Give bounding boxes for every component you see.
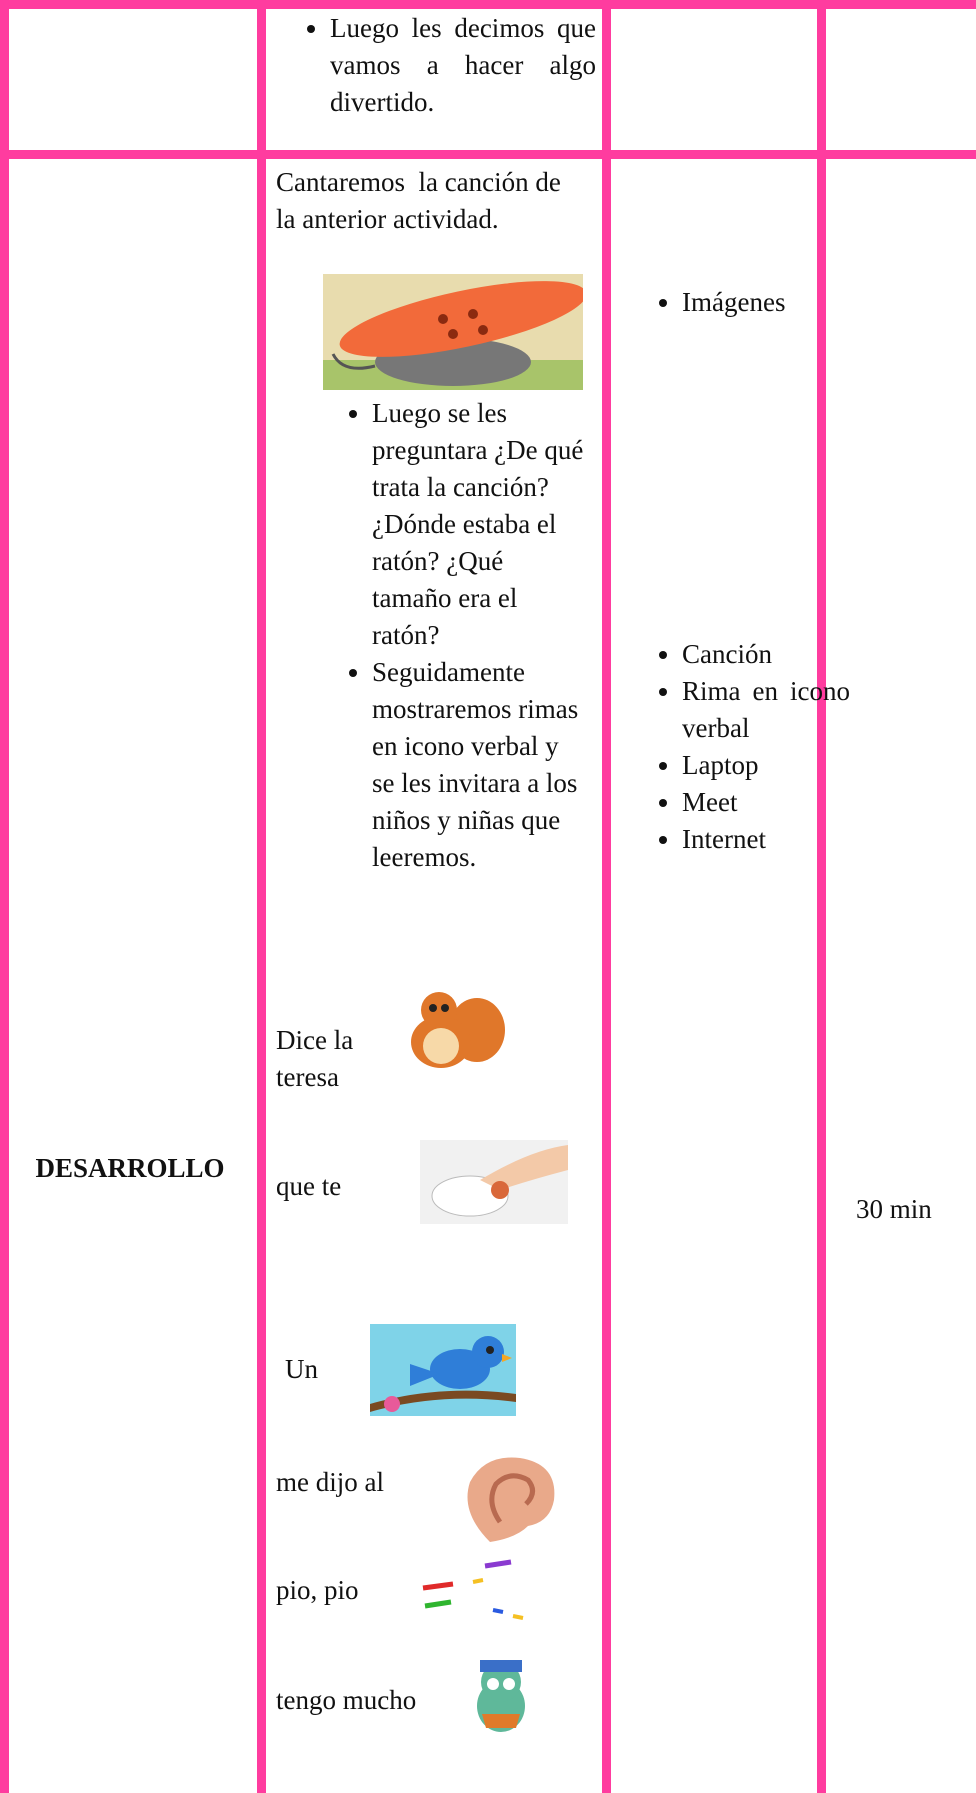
border: [0, 0, 976, 9]
resource-list: CanciónRima en icono verbalLaptopMeetInt…: [640, 636, 850, 858]
notes-image: [422, 1559, 524, 1620]
activity-item: Luego se les preguntara ¿De qué trata la…: [372, 395, 584, 654]
rhyme-line: que te: [276, 1171, 342, 1201]
resource-item: Laptop: [682, 747, 850, 784]
rhyme-line: me dijo al: [276, 1467, 384, 1497]
time: 30 min: [856, 1194, 932, 1224]
border: [0, 150, 976, 159]
squirrel-image: [411, 992, 505, 1068]
ear-image: [467, 1457, 555, 1542]
rhyme-line: Dice la teresa: [276, 1025, 354, 1092]
activity-intro: Cantaremos la canción de la anterior act…: [276, 167, 568, 234]
border: [257, 0, 266, 1793]
stage: DESARROLLO: [35, 1153, 225, 1183]
border: [817, 0, 826, 1793]
mouse-image: [323, 274, 583, 390]
rabbit-image: [420, 1140, 568, 1224]
rhyme-line: pio, pio: [276, 1575, 359, 1605]
border: [0, 0, 9, 1793]
rhyme-line: Un: [285, 1354, 318, 1384]
resource-item: Rima en icono verbal: [682, 673, 850, 747]
rhyme-line: tengo mucho: [276, 1685, 417, 1715]
owl-image: [477, 1660, 525, 1732]
resource-item: Imágenes: [682, 284, 850, 321]
resource-item: Internet: [682, 821, 850, 858]
bird-image: [370, 1324, 516, 1416]
resource-item: Meet: [682, 784, 850, 821]
activity-item: Seguidamente mostraremos rimas en icono …: [372, 654, 584, 876]
resource-item: Canción: [682, 636, 850, 673]
resource-list: Imágenes: [640, 284, 850, 321]
activity-list: Luego les decimos que vamos a hacer algo…: [288, 10, 596, 121]
border: [602, 0, 611, 1793]
activity-list: Luego se les preguntara ¿De qué trata la…: [330, 395, 584, 876]
activity-item: Luego les decimos que vamos a hacer algo…: [330, 10, 596, 121]
